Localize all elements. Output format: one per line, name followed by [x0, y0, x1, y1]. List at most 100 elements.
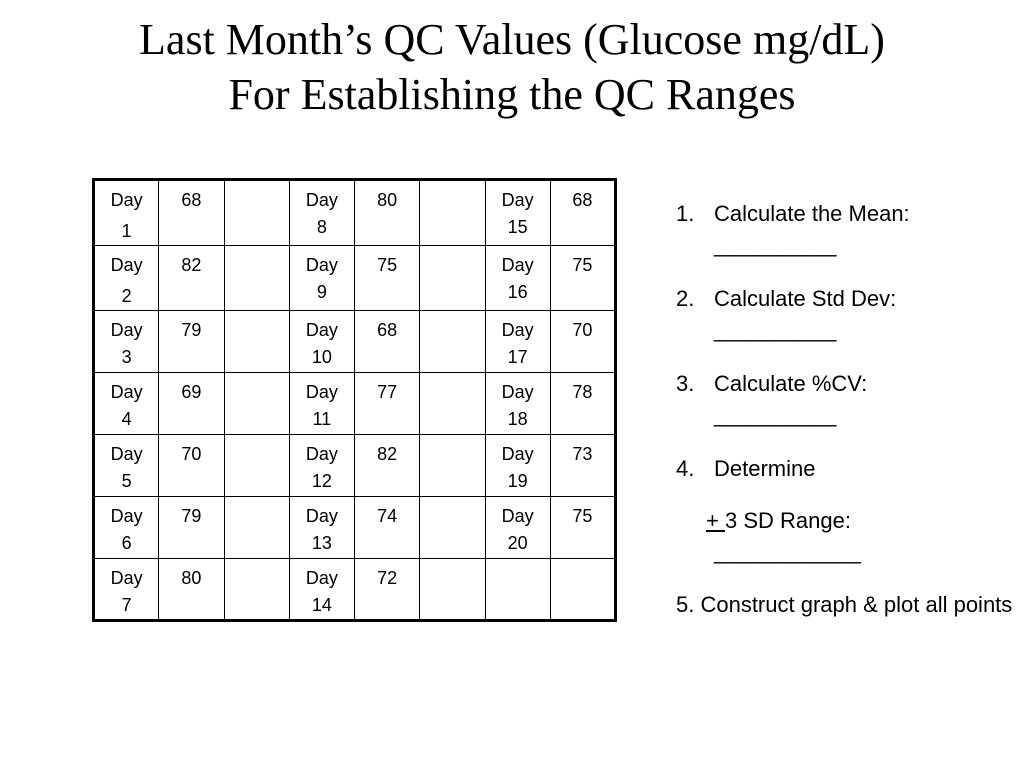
- table-row: Day 2 82 Day 9 75 Day 16 75: [92, 245, 617, 311]
- qc-value-cell: 72: [353, 558, 421, 621]
- title-line-1: Last Month’s QC Values (Glucose mg/dL): [139, 15, 885, 64]
- day-word: Day: [110, 382, 143, 402]
- empty-cell: [223, 558, 290, 621]
- step-number: 4.: [676, 456, 695, 481]
- day-word: Day: [110, 190, 143, 210]
- empty-cell: [223, 179, 290, 246]
- qc-value-cell: 80: [353, 179, 421, 246]
- qc-value-cell: 77: [353, 372, 421, 435]
- day-number: 12: [311, 471, 332, 491]
- empty-cell: [223, 372, 290, 435]
- day-number: 19: [507, 471, 528, 491]
- day-word: Day: [501, 190, 534, 210]
- day-word: Day: [110, 568, 143, 588]
- qc-values-table: Day 1 68 Day 8 80 Day 15 68 Day 2 82 Day 9 75 Day 16 75 Da…: [92, 178, 617, 622]
- step-calculate-std-dev: 2. Calculate Std Dev: __________: [676, 283, 1016, 345]
- day-label-cell: [484, 558, 551, 621]
- day-label-cell: Day 17: [484, 310, 551, 373]
- qc-value-cell: 73: [549, 434, 617, 497]
- day-word: Day: [110, 320, 143, 340]
- day-label-cell: Day 1: [92, 179, 160, 246]
- day-number: 15: [507, 217, 528, 237]
- day-number: 7: [121, 595, 132, 615]
- step-calculate-cv: 3. Calculate %CV: __________: [676, 368, 1016, 430]
- empty-cell: [419, 245, 486, 311]
- empty-cell: [419, 496, 486, 559]
- qc-value-cell: 68: [353, 310, 421, 373]
- day-word: Day: [501, 506, 534, 526]
- day-label-cell: Day 9: [288, 245, 356, 311]
- day-word: Day: [501, 255, 534, 275]
- empty-cell: [419, 179, 486, 246]
- day-label-cell: Day 12: [288, 434, 356, 497]
- day-label-cell: Day 13: [288, 496, 356, 559]
- day-word: Day: [110, 506, 143, 526]
- answer-blank: __________: [714, 317, 837, 342]
- table-row: Day 5 70 Day 12 82 Day 19 73: [92, 434, 617, 497]
- day-number: 11: [312, 409, 332, 429]
- empty-cell: [223, 496, 290, 559]
- day-number: 5: [121, 471, 132, 491]
- day-word: Day: [110, 255, 143, 275]
- day-label-cell: Day 7: [92, 558, 160, 621]
- qc-value-cell: 78: [549, 372, 617, 435]
- day-label-cell: Day 19: [484, 434, 551, 497]
- qc-value-cell: 79: [158, 310, 225, 373]
- day-number: 2: [121, 286, 132, 306]
- day-word: Day: [305, 320, 338, 340]
- empty-cell: [419, 372, 486, 435]
- day-number: 9: [316, 282, 327, 302]
- empty-cell: [419, 310, 486, 373]
- day-label-cell: Day 16: [484, 245, 551, 311]
- day-word: Day: [305, 190, 338, 210]
- day-label-cell: Day 14: [288, 558, 356, 621]
- instructions-list: 1. Calculate the Mean: __________ 2. Cal…: [676, 198, 1016, 620]
- day-word: Day: [501, 444, 534, 464]
- day-number: 17: [507, 347, 528, 367]
- qc-value-cell: [549, 558, 617, 621]
- empty-cell: [419, 434, 486, 497]
- day-number: 14: [311, 595, 332, 615]
- day-number: 6: [121, 533, 132, 553]
- day-word: Day: [305, 506, 338, 526]
- qc-value-cell: 75: [353, 245, 421, 311]
- qc-value-cell: 69: [158, 372, 225, 435]
- step-calculate-mean: 1. Calculate the Mean: __________: [676, 198, 1016, 260]
- day-word: Day: [305, 382, 338, 402]
- day-label-cell: Day 11: [288, 372, 356, 435]
- day-word: Day: [305, 444, 338, 464]
- qc-value-cell: 68: [158, 179, 225, 246]
- day-label-cell: Day 3: [92, 310, 160, 373]
- empty-cell: [419, 558, 486, 621]
- qc-value-cell: 74: [353, 496, 421, 559]
- day-label-cell: Day 6: [92, 496, 160, 559]
- day-word: Day: [305, 568, 338, 588]
- day-number: 8: [316, 217, 327, 237]
- qc-value-cell: 68: [549, 179, 617, 246]
- answer-blank: __________: [714, 232, 837, 257]
- qc-value-cell: 75: [549, 496, 617, 559]
- day-label-cell: Day 20: [484, 496, 551, 559]
- table-row: Day 6 79 Day 13 74 Day 20 75: [92, 496, 617, 559]
- empty-cell: [223, 434, 290, 497]
- day-word: Day: [305, 255, 338, 275]
- step-construct-graph: 5. Construct graph & plot all points: [676, 592, 1013, 617]
- day-number: 10: [311, 347, 332, 367]
- qc-value-cell: 80: [158, 558, 225, 621]
- day-label-cell: Day 8: [288, 179, 356, 246]
- empty-cell: [223, 245, 290, 311]
- table-row: Day 7 80 Day 14 72: [92, 558, 617, 621]
- day-label-cell: Day 15: [484, 179, 551, 246]
- day-word: Day: [501, 382, 534, 402]
- day-word: Day: [501, 320, 534, 340]
- sd-range-line: + 3 SD Range: ____________: [676, 505, 1016, 567]
- day-label-cell: Day 4: [92, 372, 160, 435]
- step-text: Calculate %CV:: [714, 371, 868, 396]
- day-label-cell: Day 5: [92, 434, 160, 497]
- day-number: 20: [507, 533, 528, 553]
- step-number: 2.: [676, 286, 695, 311]
- qc-value-cell: 82: [158, 245, 225, 311]
- qc-value-cell: 70: [158, 434, 225, 497]
- day-number: 13: [311, 533, 332, 553]
- table-row: Day 1 68 Day 8 80 Day 15 68: [92, 179, 617, 246]
